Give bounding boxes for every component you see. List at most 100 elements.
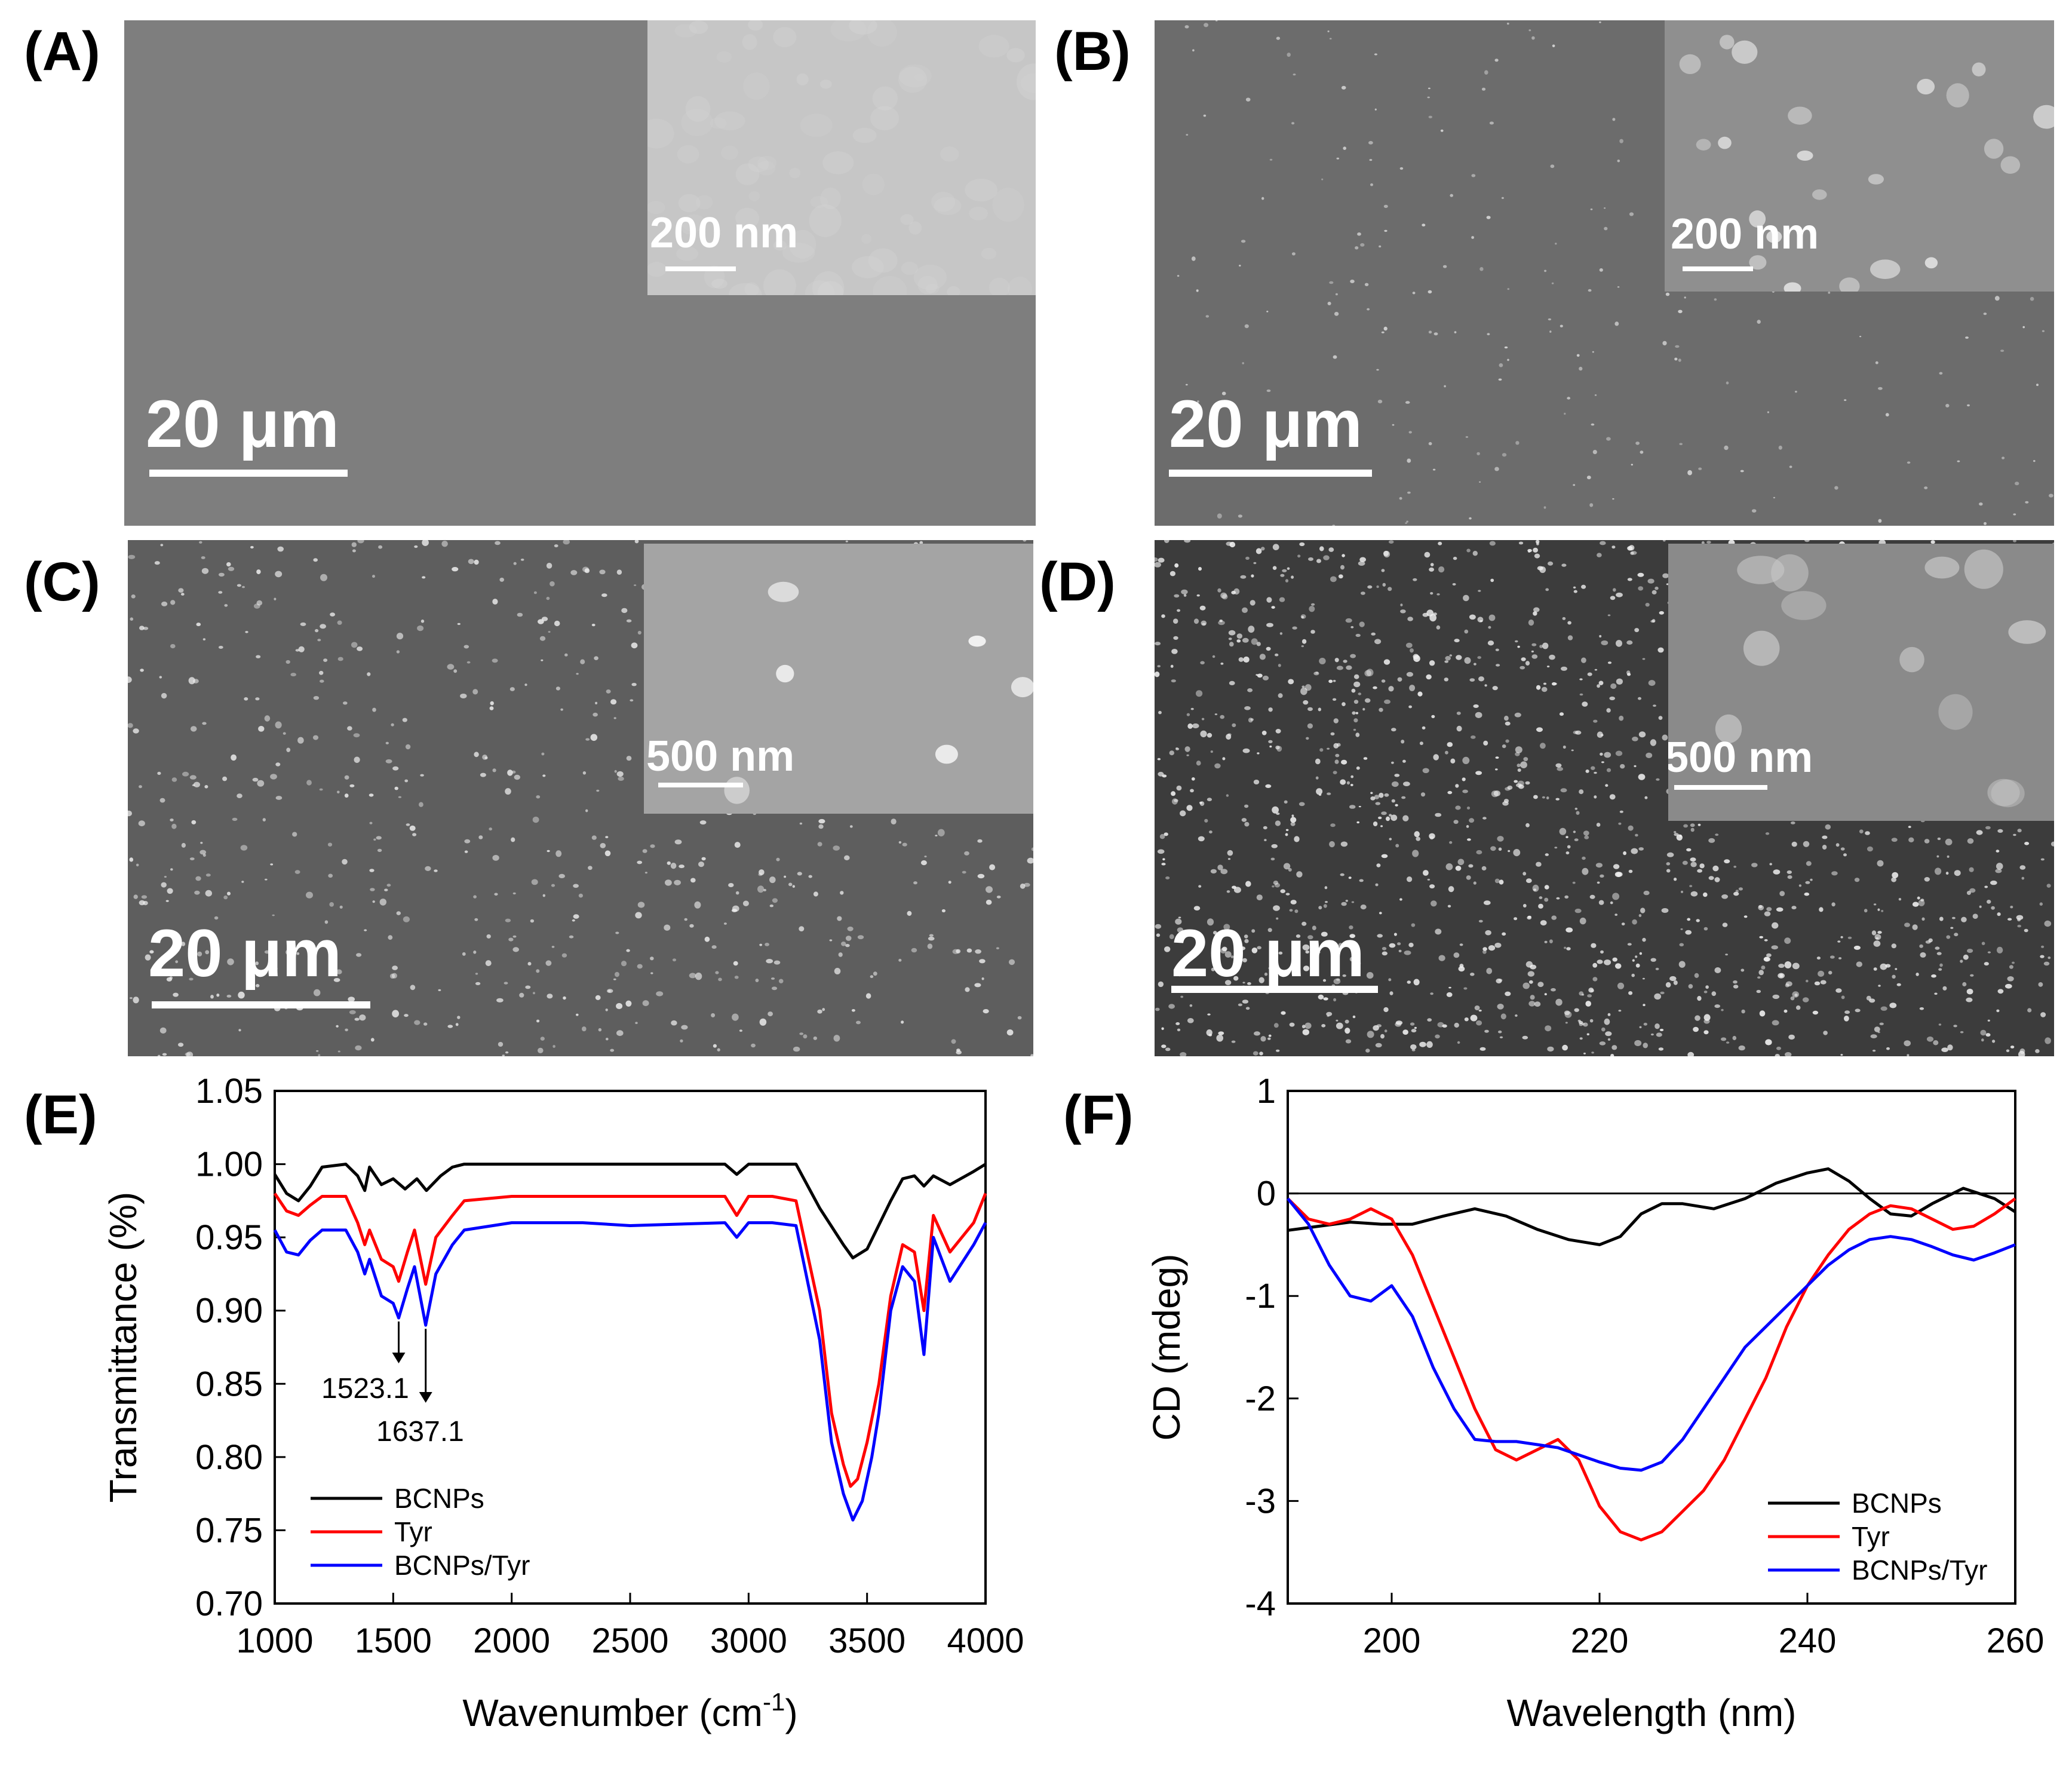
sem-particle: [320, 574, 327, 581]
sem-particle: [1456, 712, 1461, 715]
sem-particle: [1453, 952, 1460, 958]
sem-particle: [1825, 824, 1831, 830]
sem-particle: [1184, 746, 1190, 752]
sem-particle: [969, 206, 988, 220]
sem-particle: [1407, 617, 1413, 621]
sem-particle: [1594, 795, 1597, 799]
sem-particle: [1592, 351, 1594, 353]
sem-particle: [1732, 40, 1758, 64]
sem-particle: [1525, 781, 1530, 785]
sem-particle: [502, 1054, 505, 1056]
sem-particle: [495, 541, 501, 545]
sem-particle: [1155, 562, 1161, 568]
sem-particle: [2040, 955, 2045, 958]
sem-particle: [1635, 963, 1640, 968]
sem-particle: [1336, 1019, 1339, 1022]
sem-particle: [1466, 548, 1471, 553]
sem-particle: [1544, 269, 1547, 272]
sem-particle: [1987, 778, 2020, 807]
sem-particle: [1266, 623, 1273, 627]
sem-particle: [1482, 817, 1487, 820]
sem-particle: [1855, 1008, 1861, 1013]
sem-particle: [1578, 1020, 1583, 1025]
sem-particle: [1985, 1033, 1991, 1037]
sem-particle: [2024, 842, 2030, 845]
sem-particle: [1662, 540, 1666, 542]
sem-particle: [1655, 967, 1659, 970]
sem-particle: [1190, 789, 1194, 793]
sem-particle: [1283, 863, 1291, 870]
sem-particle: [635, 912, 642, 919]
sem-particle: [2017, 829, 2022, 833]
sem-particle: [610, 699, 617, 705]
sem-particle: [1606, 768, 1611, 772]
sem-particle: [319, 788, 323, 791]
sem-particle: [1445, 656, 1451, 661]
sem-particle: [1262, 675, 1269, 680]
sem-particle: [1336, 743, 1341, 747]
sem-particle: [286, 660, 290, 664]
sem-particle: [1469, 818, 1475, 823]
sem-particle: [466, 661, 471, 664]
inset-scale-label-d: 500 nm: [1668, 734, 1813, 781]
sem-particle: [1618, 1010, 1622, 1012]
sem-particle: [1447, 790, 1453, 795]
sem-particle: [1960, 1031, 1964, 1034]
sem-particle: [1324, 886, 1328, 890]
sem-particle: [671, 1020, 677, 1026]
sem-particle: [1597, 684, 1600, 688]
sem-particle: [1285, 579, 1289, 582]
sem-particle: [772, 898, 778, 903]
sem-particle: [1189, 1004, 1193, 1007]
sem-particle: [1638, 586, 1644, 591]
sem-particle: [1533, 547, 1538, 553]
sem-particle: [1574, 807, 1578, 810]
series-line-bcnps: [273, 1163, 987, 1259]
sem-particle: [242, 585, 245, 588]
sem-particle: [1539, 645, 1543, 648]
sem-particle: [808, 875, 812, 878]
sem-particle: [1186, 134, 1189, 136]
sem-particle: [447, 664, 455, 670]
sem-particle: [1765, 832, 1770, 835]
sem-particle: [1389, 814, 1392, 817]
sem-particle: [1170, 664, 1174, 668]
sem-particle: [264, 715, 271, 722]
sem-particle: [1789, 465, 1792, 468]
sem-particle: [1648, 680, 1656, 686]
inset-scale-bar-a: [665, 266, 736, 271]
sem-particle: [773, 960, 781, 965]
sem-particle: [318, 1054, 321, 1056]
sem-particle: [1579, 366, 1583, 371]
sem-particle: [1627, 578, 1632, 581]
sem-particle: [1841, 995, 1845, 1000]
sem-particle: [1367, 1031, 1374, 1038]
sem-particle: [621, 961, 627, 967]
sem-particle: [644, 872, 647, 874]
sem-particle: [1996, 863, 2003, 870]
sem-particle: [128, 554, 136, 559]
sem-particle: [1373, 686, 1377, 689]
sem-particle: [1388, 587, 1392, 591]
sem-particle: [600, 843, 606, 848]
sem-particle: [1873, 967, 1877, 971]
sem-particle: [1662, 341, 1667, 346]
sem-particle: [238, 1029, 241, 1032]
sem-particle: [1370, 183, 1373, 186]
x-tick-label: 200: [1363, 1621, 1421, 1660]
sem-particle: [1338, 574, 1343, 579]
sem-particle: [1305, 950, 1309, 954]
sem-particle: [1355, 246, 1359, 250]
sem-particle: [680, 1039, 683, 1043]
sem-particle: [1597, 881, 1600, 884]
sem-particle: [256, 569, 261, 575]
sem-particle: [699, 820, 707, 825]
sem-particle: [1533, 795, 1538, 799]
sem-particle: [1199, 801, 1203, 804]
sem-particle: [1383, 659, 1390, 665]
sem-particle: [1449, 654, 1453, 657]
sem-particle: [1966, 988, 1973, 995]
sem-particle: [264, 950, 270, 954]
sem-particle: [1484, 1029, 1489, 1033]
sem-particle: [595, 701, 598, 704]
